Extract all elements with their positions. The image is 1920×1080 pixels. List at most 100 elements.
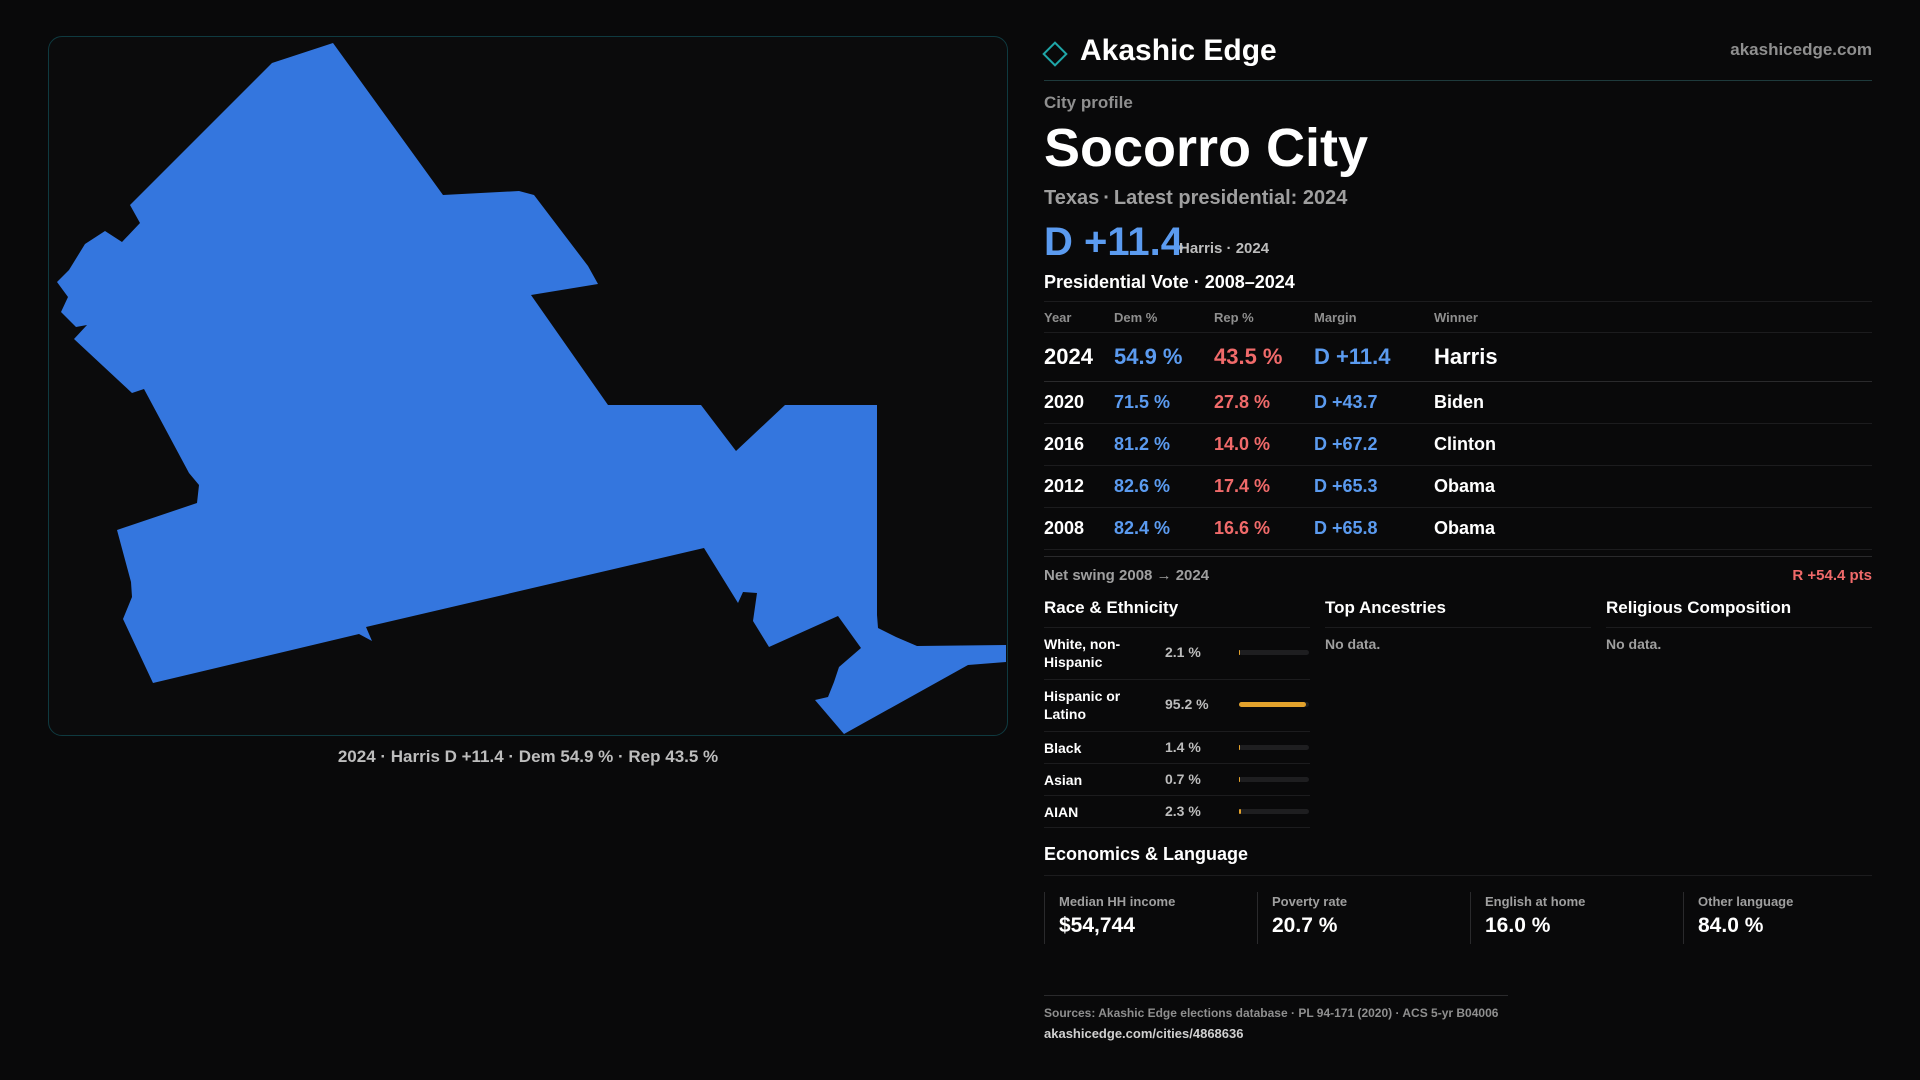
margin-cell: D +67.2 (1314, 423, 1434, 466)
race-bar-fill (1239, 777, 1241, 782)
list-item: Hispanic or Latino 95.2 % (1044, 680, 1310, 732)
state-name: Texas (1044, 187, 1100, 209)
winner-cell: Obama (1434, 465, 1872, 508)
table-row: 2016 81.2 % 14.0 % D +67.2 Clinton (1044, 423, 1872, 466)
margin-cell: D +43.7 (1314, 381, 1434, 424)
list-item: White, non-Hispanic 2.1 % (1044, 628, 1310, 680)
stat-median-income: Median HH income $54,744 (1044, 892, 1244, 944)
rep-cell: 16.6 % (1214, 507, 1314, 550)
stat-english-home: English at home 16.0 % (1470, 892, 1670, 944)
race-label: Hispanic or Latino (1044, 688, 1121, 722)
ancestries-title: Top Ancestries (1325, 595, 1591, 628)
economics-title: Economics & Language (1044, 844, 1872, 876)
headline-margin-note: Harris · 2024 (1179, 240, 1270, 257)
page-kicker: City profile (1044, 93, 1133, 112)
margin-cell: D +65.3 (1314, 465, 1434, 508)
table-row: 2008 82.4 % 16.6 % D +65.8 Obama (1044, 507, 1872, 550)
demographics-section: Race & Ethnicity White, non-Hispanic 2.1… (1044, 595, 1872, 835)
stat-label: Other language (1698, 894, 1794, 909)
winner-cell: Obama (1434, 507, 1872, 550)
race-bar-track (1239, 702, 1309, 707)
race-pct: 2.1 % (1165, 644, 1201, 660)
race-pct: 2.3 % (1165, 803, 1201, 819)
economics-grid: Median HH income $54,744 Poverty rate 20… (1044, 892, 1872, 944)
race-pct: 95.2 % (1165, 696, 1209, 712)
table-row: 2024 54.9 % 43.5 % D +11.4 Harris (1044, 332, 1872, 382)
dem-cell: 81.2 % (1114, 423, 1214, 466)
headline-margin: D +11.4 Harris · 2024 (1044, 220, 1872, 266)
vote-table-title: Presidential Vote · 2008–2024 (1044, 272, 1872, 302)
net-swing-value: R +54.4 pts (1792, 567, 1872, 584)
race-bar-fill (1239, 745, 1241, 750)
stat-value: 16.0 % (1485, 914, 1551, 937)
year-cell: 2012 (1044, 465, 1114, 508)
margin-cell: D +65.8 (1314, 507, 1434, 550)
brand-url-link[interactable]: akashicedge.com (1730, 40, 1872, 59)
dem-cell: 82.4 % (1114, 507, 1214, 550)
margin-cell: D +11.4 (1314, 332, 1434, 382)
stat-label: Median HH income (1059, 894, 1176, 909)
col-margin: Margin (1314, 302, 1434, 333)
race-label: White, non-Hispanic (1044, 636, 1121, 670)
table-row: 2012 82.6 % 17.4 % D +65.3 Obama (1044, 465, 1872, 508)
list-item: Black 1.4 % (1044, 732, 1310, 764)
ancestries-empty: No data. (1325, 636, 1381, 652)
winner-cell: Clinton (1434, 423, 1872, 466)
stat-other-language: Other language 84.0 % (1683, 892, 1883, 944)
profile-panel: Akashic Edge akashicedge.com City profil… (1042, 30, 1872, 835)
rep-cell: 14.0 % (1214, 423, 1314, 466)
stat-label: English at home (1485, 894, 1586, 909)
race-bar-track (1239, 777, 1309, 782)
dem-cell: 54.9 % (1114, 332, 1214, 382)
page-subtitle: Texas · Latest presidential: 2024 (1044, 187, 1872, 210)
race-bar-track (1239, 809, 1309, 814)
net-swing: Net swing 2008 → 2024 R +54.4 pts (1044, 556, 1872, 591)
race-bar-track (1239, 650, 1309, 655)
brand-header: Akashic Edge akashicedge.com (1042, 30, 1872, 81)
list-item: AIAN 2.3 % (1044, 796, 1310, 828)
stat-value: 84.0 % (1698, 914, 1764, 937)
city-url-link[interactable]: akashicedge.com/cities/4868636 (1044, 1026, 1244, 1041)
race-ethnicity-panel: Race & Ethnicity White, non-Hispanic 2.1… (1044, 595, 1310, 828)
race-bar-track (1239, 745, 1309, 750)
religion-empty: No data. (1606, 636, 1662, 652)
list-item: Asian 0.7 % (1044, 764, 1310, 796)
rep-cell: 17.4 % (1214, 465, 1314, 508)
col-winner: Winner (1434, 302, 1872, 333)
race-bar-fill (1239, 650, 1241, 655)
separator-dot: · (1103, 187, 1110, 209)
brand-name: Akashic Edge (1080, 34, 1277, 67)
diamond-logo-icon (1042, 41, 1068, 67)
rep-cell: 43.5 % (1214, 332, 1314, 382)
race-ethnicity-title: Race & Ethnicity (1044, 595, 1310, 628)
vote-table-header: Year Dem % Rep % Margin Winner (1044, 302, 1872, 333)
ancestries-panel: Top Ancestries No data. (1325, 595, 1591, 652)
col-year: Year (1044, 302, 1114, 333)
stat-label: Poverty rate (1272, 894, 1348, 909)
race-bar-fill (1239, 702, 1306, 707)
page-footer: Sources: Akashic Edge elections database… (1044, 995, 1508, 1041)
religion-title: Religious Composition (1606, 595, 1872, 628)
dem-cell: 71.5 % (1114, 381, 1214, 424)
latest-election-label: Latest presidential: 2024 (1113, 187, 1348, 209)
winner-cell: Biden (1434, 381, 1872, 424)
col-dem: Dem % (1114, 302, 1214, 333)
map-caption: 2024 · Harris D +11.4 · Dem 54.9 % · Rep… (337, 747, 719, 766)
winner-cell: Harris (1434, 332, 1872, 382)
stat-value: $54,744 (1059, 914, 1135, 937)
dem-cell: 82.6 % (1114, 465, 1214, 508)
race-label: AIAN (1044, 804, 1079, 820)
year-cell: 2016 (1044, 423, 1114, 466)
race-label: Black (1044, 740, 1082, 756)
year-cell: 2020 (1044, 381, 1114, 424)
race-bar-fill (1239, 809, 1241, 814)
city-boundary-shape (57, 43, 1006, 734)
religion-panel: Religious Composition No data. (1606, 595, 1872, 652)
col-rep: Rep % (1214, 302, 1314, 333)
rep-cell: 27.8 % (1214, 381, 1314, 424)
city-map[interactable] (48, 36, 1008, 736)
stat-value: 20.7 % (1272, 914, 1338, 937)
page-title: Socorro City (1044, 118, 1369, 178)
net-swing-label: Net swing 2008 → 2024 (1044, 567, 1210, 584)
race-label: Asian (1044, 772, 1083, 788)
